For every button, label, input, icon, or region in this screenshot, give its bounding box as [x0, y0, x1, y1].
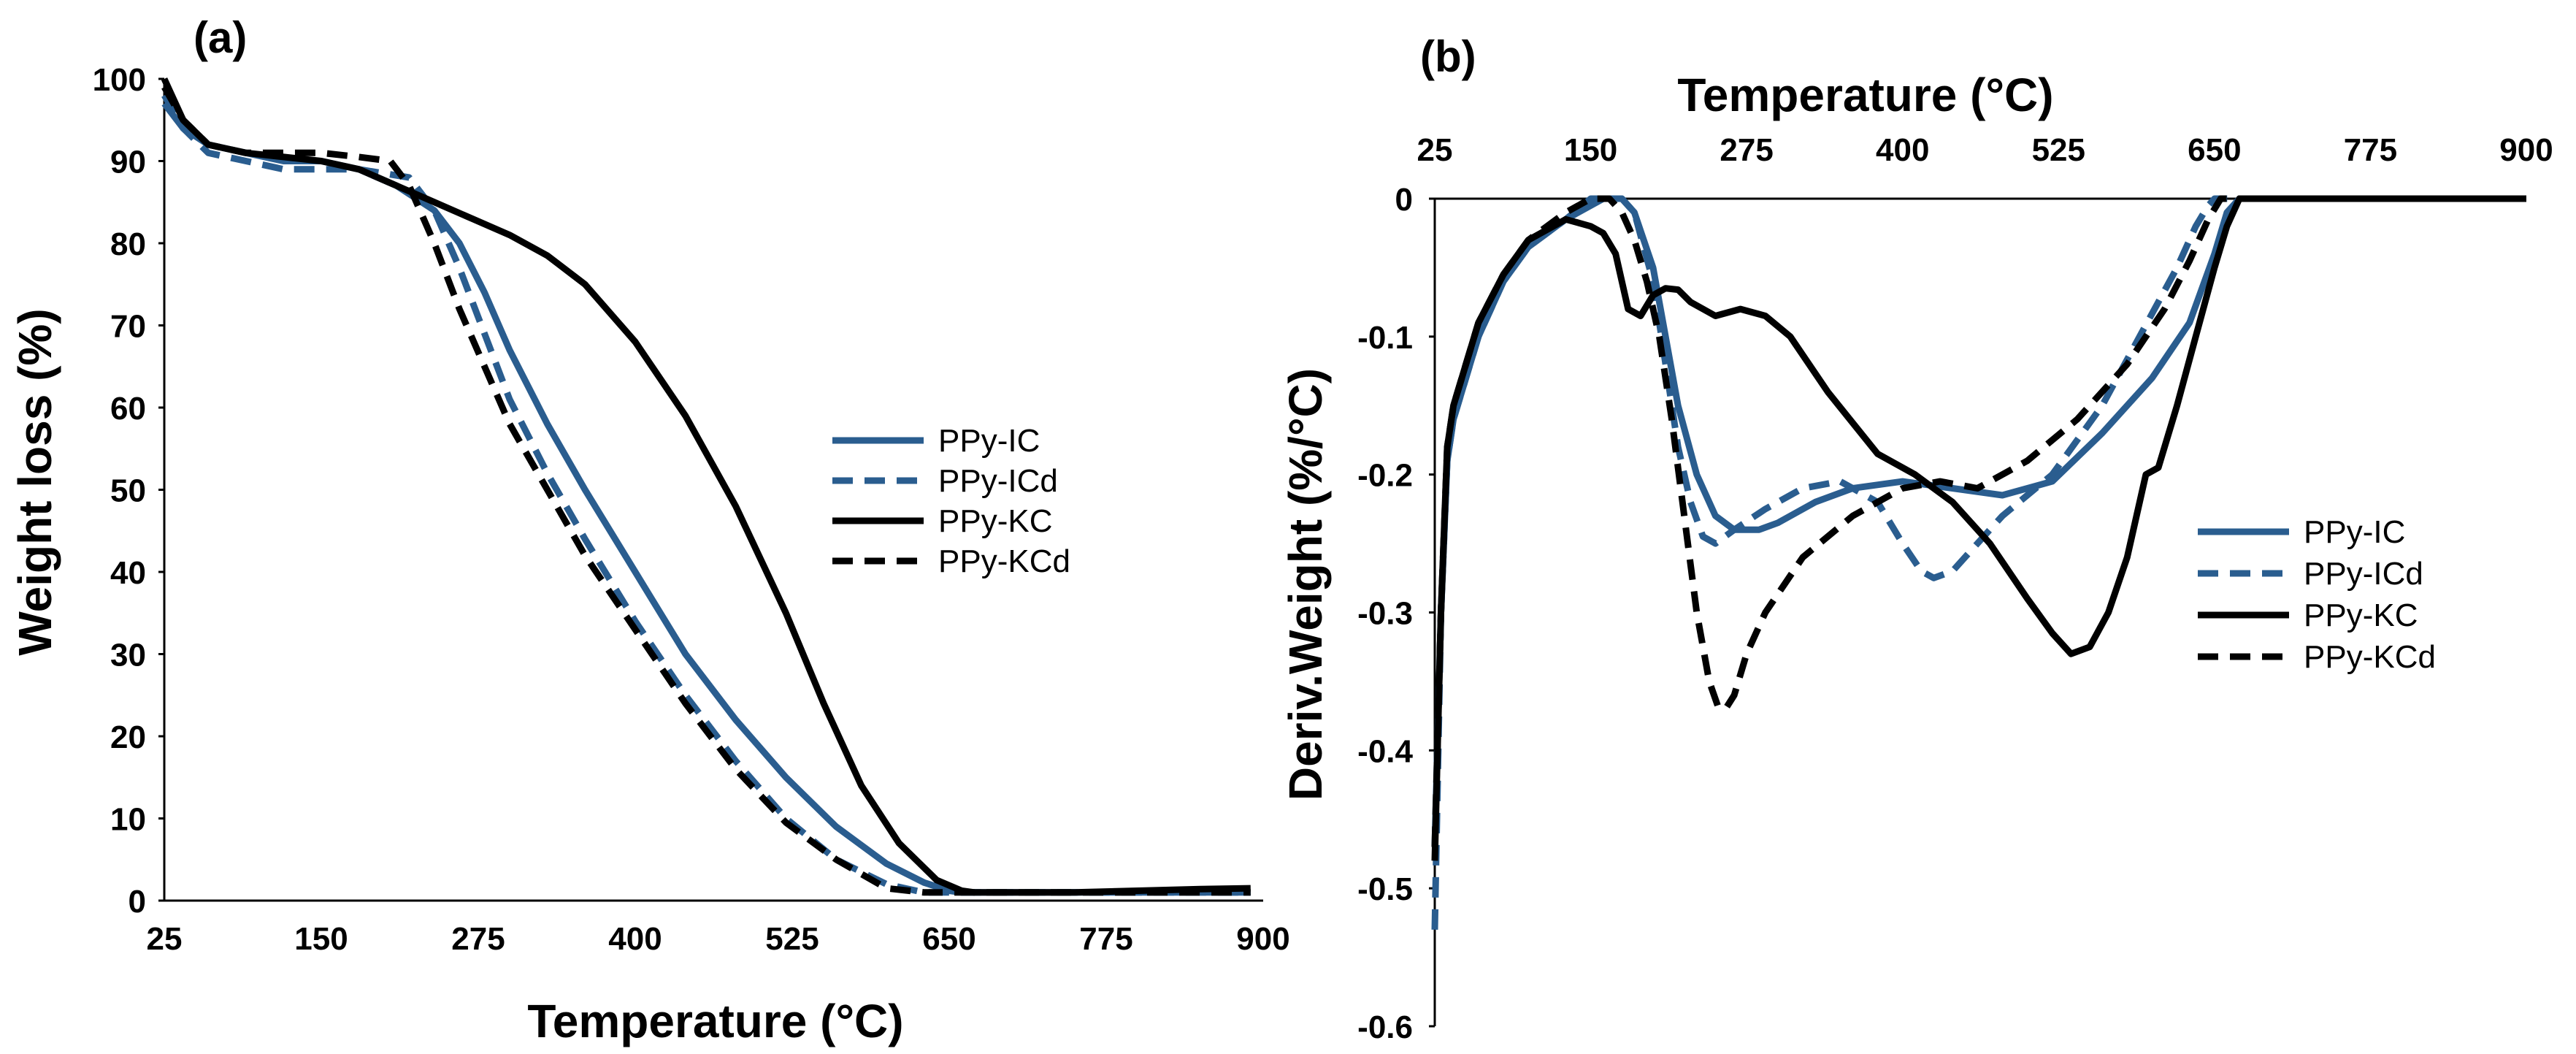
panel-b-x-tick-label: 775 [2344, 132, 2397, 168]
panel-b-x-tick-label: 400 [1876, 132, 1929, 168]
panel-b-legend-label: PPy-KCd [2304, 639, 2436, 675]
panel-a-series-ppy-ic [161, 102, 1251, 896]
panel-a-y-tick-label: 80 [110, 226, 146, 262]
panel-b-legend-label: PPy-IC [2304, 514, 2405, 550]
panel-a-x-tick-label: 650 [922, 921, 975, 957]
panel-b-x-tick-label: 650 [2188, 132, 2241, 168]
panel-b-series-ppy-icd [1431, 195, 2526, 930]
panel-b-y-tick-label: -0.1 [1357, 320, 1413, 356]
panel-b-x-tick-label: 900 [2499, 132, 2553, 168]
panel-a-x-tick-label: 150 [294, 921, 348, 957]
panel-a-y-tick-label: 60 [110, 391, 146, 427]
panel-a-legend-label: PPy-KC [938, 503, 1052, 539]
panel-b-y-tick-label: -0.2 [1357, 458, 1413, 494]
panel-b-series [1431, 195, 2526, 930]
panel-a-legend-label: PPy-ICd [938, 463, 1058, 499]
panel-a-y-axis-label: Weight loss (%) [9, 308, 61, 655]
panel-b-legend: PPy-IC PPy-ICd PPy-KC PPy-KCd [2198, 514, 2436, 675]
panel-a-label: (a) [193, 13, 247, 62]
panel-a-series-ppy-icd [161, 93, 1251, 896]
panel-a-x-tick-label: 525 [765, 921, 819, 957]
panel-a-axes: 25 150 275 400 525 650 775 900 0 10 20 30 40 50 60 70 80… [93, 62, 1290, 957]
panel-a-y-tick-label: 50 [110, 473, 146, 509]
panel-a-x-tick-label: 400 [608, 921, 662, 957]
panel-b-legend-label: PPy-KC [2304, 597, 2418, 633]
panel-a-x-tick-label: 25 [147, 921, 183, 957]
panel-a-chart: (a) 25 150 275 400 525 650 775 900 0 10 20 30 40 50 60… [9, 13, 1290, 1047]
panel-a-y-tick-label: 20 [110, 719, 146, 755]
panel-b-x-tick-label: 275 [1720, 132, 1773, 168]
panel-a-y-tick-label: 10 [110, 802, 146, 838]
panel-b-x-tick-label: 525 [2032, 132, 2085, 168]
panel-b-y-tick-label: -0.6 [1357, 1009, 1413, 1045]
panel-a-x-tick-label: 275 [451, 921, 505, 957]
panel-b-x-tick-label: 150 [1564, 132, 1617, 168]
panel-a-y-tick-label: 0 [129, 884, 146, 920]
panel-a-y-tick-label: 90 [110, 145, 146, 180]
panel-b-label: (b) [1420, 32, 1476, 81]
panel-a-x-tick-label: 775 [1079, 921, 1132, 957]
panel-b-y-tick-label: -0.5 [1357, 871, 1413, 907]
panel-a-y-tick-label: 30 [110, 638, 146, 673]
panel-a-series-ppy-kcd [161, 85, 1251, 896]
panel-a-legend: PPy-IC PPy-ICd PPy-KC PPy-KCd [832, 423, 1070, 579]
panel-a-legend-label: PPy-IC [938, 423, 1040, 459]
panel-b-chart: (b) 25 150 275 400 525 650 775 900 0 -0.1 -0.2 -0.3… [1279, 32, 2553, 1045]
panel-a-series-ppy-kc [161, 77, 1251, 896]
panel-a-y-tick-label: 40 [110, 555, 146, 591]
panel-b-y-tick-label: 0 [1395, 182, 1413, 218]
panel-b-y-tick-label: -0.3 [1357, 596, 1413, 632]
panel-a-series [161, 77, 1251, 896]
panel-a-y-tick-label: 100 [93, 62, 146, 98]
panel-b-y-tick-label: -0.4 [1357, 733, 1413, 769]
panel-a-x-tick-label: 900 [1236, 921, 1289, 957]
panel-b-legend-label: PPy-ICd [2304, 556, 2423, 592]
panel-b-y-axis-label: Deriv.Weight (%/°C) [1279, 368, 1332, 801]
panel-b-x-axis-label: Temperature (°C) [1677, 69, 2053, 121]
panel-b-series-ppy-kcd [1431, 195, 2526, 847]
panel-a-x-axis-label: Temperature (°C) [527, 995, 903, 1047]
panel-a-legend-label: PPy-KCd [938, 543, 1070, 579]
panel-b-x-tick-label: 25 [1417, 132, 1453, 168]
panel-a-y-tick-label: 70 [110, 309, 146, 345]
